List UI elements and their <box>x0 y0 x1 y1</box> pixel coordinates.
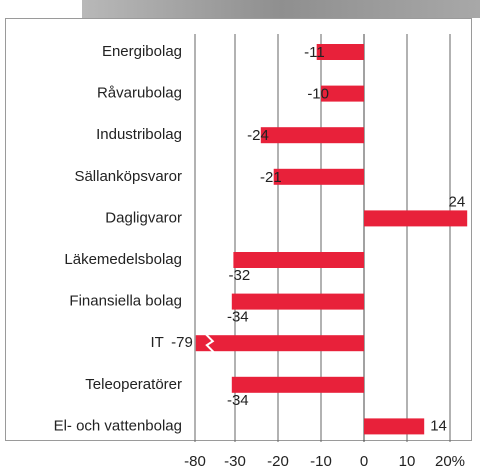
category-label: Industribolag <box>96 126 182 143</box>
value-label: -11 <box>304 44 325 61</box>
x-tick-label: -10 <box>310 453 332 470</box>
category-label: Dagligvaror <box>105 209 182 226</box>
value-label: -32 <box>229 267 251 284</box>
value-label: 14 <box>430 417 447 434</box>
chart-frame <box>5 18 472 441</box>
bar <box>321 85 364 102</box>
bar <box>364 210 468 227</box>
value-label: -21 <box>260 169 282 186</box>
category-label: Energibolag <box>102 43 182 60</box>
category-label: IT <box>150 334 163 351</box>
category-label: Teleoperatörer <box>85 376 182 393</box>
axis-break <box>205 333 215 353</box>
category-label: Läkemedelsbolag <box>64 251 182 268</box>
category-label: El- och vattenbolag <box>54 417 182 434</box>
bar <box>273 168 364 185</box>
category-label: Sällanköpsvaror <box>74 168 182 185</box>
value-label: -10 <box>307 86 329 103</box>
category-label: Finansiella bolag <box>69 293 182 310</box>
bar <box>233 252 364 268</box>
bar <box>260 127 364 144</box>
bar <box>316 44 364 60</box>
x-tick-label: 0 <box>360 453 368 470</box>
bar <box>231 293 364 310</box>
value-label: -34 <box>227 309 249 326</box>
x-tick-label: 20% <box>435 453 465 470</box>
bar <box>231 376 364 393</box>
value-label: -79 <box>171 334 193 351</box>
value-label: -34 <box>227 392 249 409</box>
value-label: 24 <box>449 193 466 210</box>
category-label: Råvarubolag <box>97 85 182 102</box>
x-tick-label: -30 <box>224 453 246 470</box>
bar <box>195 335 364 352</box>
x-tick-label: 10 <box>399 453 416 470</box>
value-label: -24 <box>247 127 269 144</box>
x-tick-label: -20 <box>267 453 289 470</box>
header-photo <box>82 0 480 18</box>
x-tick-label: -80 <box>184 453 206 470</box>
bar <box>364 418 425 435</box>
